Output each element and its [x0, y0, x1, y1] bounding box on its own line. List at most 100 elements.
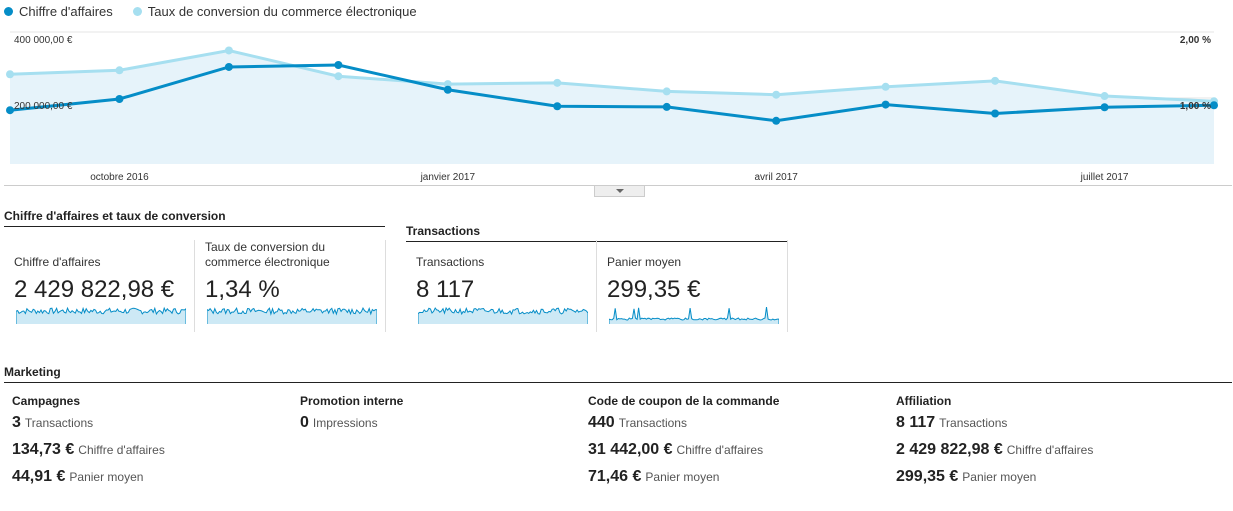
conversion-point-9[interactable]	[991, 76, 1000, 85]
stat-value: 3	[12, 414, 21, 431]
revenue-point-4[interactable]	[443, 85, 452, 94]
stat-value: 31 442,00 €	[588, 441, 673, 458]
stat-value: 71,46 €	[588, 468, 642, 485]
conversion-point-0[interactable]	[6, 70, 14, 79]
conversion-point-3[interactable]	[334, 72, 343, 81]
conversion-point-10[interactable]	[1100, 92, 1109, 101]
marketing-stat-row: 0 Impressions	[300, 414, 570, 432]
marketing-column-coupon-code: Code de coupon de la commande 440 Transac…	[588, 394, 878, 486]
section-title-revenue-conversion: Chiffre d'affaires et taux de conversion	[4, 209, 385, 227]
metric-card-transactions[interactable]: Transactions 8 117	[406, 240, 597, 332]
legend-item-conversion[interactable]: Taux de conversion du commerce électroni…	[132, 4, 417, 19]
metric-label: Taux de conversion du commerce électroni…	[205, 240, 330, 269]
conversion-point-6[interactable]	[662, 87, 671, 96]
metric-label: Chiffre d'affaires	[14, 255, 101, 269]
conversion-line	[9, 48, 1215, 103]
conversion-point-1[interactable]	[115, 66, 124, 75]
metric-label: Transactions	[416, 255, 485, 269]
y-left-tick-middle: 200 000,00 €	[14, 101, 73, 112]
x-tick-label: janvier 2017	[420, 172, 476, 183]
legend-dot-conversion	[132, 7, 142, 16]
revenue-point-3[interactable]	[334, 61, 343, 69]
collapse-chart-button[interactable]	[594, 186, 645, 197]
revenue-point-5[interactable]	[553, 102, 562, 111]
revenue-point-6[interactable]	[662, 102, 671, 111]
marketing-stat-row: 8 117 Transactions	[896, 414, 1226, 432]
stat-value: 440	[588, 414, 615, 431]
metric-card-revenue[interactable]: Chiffre d'affaires 2 429 822,98 €	[4, 240, 195, 332]
y-right-tick-top: 2,00 %	[1180, 35, 1211, 46]
stat-label: Transactions	[618, 416, 687, 430]
conversion-point-4[interactable]	[443, 80, 452, 89]
x-tick-label: juillet 2017	[1080, 172, 1129, 183]
legend-dot-revenue	[4, 7, 13, 16]
revenue-point-10[interactable]	[1100, 103, 1109, 112]
marketing-column-title: Campagnes	[12, 394, 81, 408]
marketing-column-internal-promotion: Promotion interne 0 Impressions	[300, 394, 570, 432]
conversion-point-2[interactable]	[224, 46, 233, 55]
stat-label: Panier moyen	[645, 470, 720, 484]
stat-label: Panier moyen	[962, 470, 1037, 484]
metric-card-conversion[interactable]: Taux de conversion du commerce électroni…	[195, 240, 386, 332]
revenue-point-1[interactable]	[115, 94, 124, 103]
conversion-point-7[interactable]	[772, 90, 781, 99]
marketing-stat-row: 440 Transactions	[588, 414, 878, 432]
line-layer	[6, 46, 1218, 125]
x-tick-label: avril 2017	[755, 172, 799, 183]
stat-label: Transactions	[24, 416, 94, 430]
conversion-point-5[interactable]	[553, 78, 562, 87]
stat-value: 0	[300, 414, 309, 431]
marketing-stat-row: 3 Transactions	[12, 414, 282, 432]
y-right-tick-middle: 1,00 %	[1180, 101, 1211, 112]
marketing-stat-row: 2 429 822,98 € Chiffre d'affaires	[896, 441, 1226, 459]
marketing-stat-row: 44,91 € Panier moyen	[12, 468, 282, 486]
metric-card-average-order[interactable]: Panier moyen 299,35 €	[597, 240, 788, 332]
conversion-point-8[interactable]	[881, 82, 890, 91]
stat-label: Panier moyen	[69, 470, 144, 484]
metric-value: 8 117	[416, 276, 475, 303]
revenue-point-11[interactable]	[1210, 101, 1218, 110]
metric-label: Panier moyen	[607, 255, 682, 269]
stat-label: Chiffre d'affaires	[78, 443, 165, 457]
marketing-stat-row: 31 442,00 € Chiffre d'affaires	[588, 441, 878, 459]
revenue-point-7[interactable]	[772, 116, 781, 125]
stat-label: Chiffre d'affaires	[676, 443, 764, 457]
metric-value: 2 429 822,98 €	[14, 276, 175, 303]
revenue-point-9[interactable]	[991, 109, 1000, 118]
marketing-column-title: Code de coupon de la commande	[588, 394, 780, 408]
metric-value: 299,35 €	[607, 276, 701, 303]
chart-legend: Chiffre d'affaires Taux de conversion du…	[4, 4, 417, 19]
marketing-column-campaigns: Campagnes 3 Transactions 134,73 € Chiffre …	[12, 394, 282, 486]
stat-label: Impressions	[312, 416, 378, 430]
chevron-down-icon	[615, 189, 624, 193]
marketing-stat-row: 299,35 € Panier moyen	[896, 468, 1226, 486]
revenue-point-8[interactable]	[881, 100, 890, 109]
sparkline-conversion	[207, 307, 377, 324]
marketing-column-affiliation: Affiliation 8 117 Transactions 2 429 822,…	[896, 394, 1226, 486]
marketing-stat-row: 71,46 € Panier moyen	[588, 468, 878, 486]
y-left-tick-top: 400 000,00 €	[14, 35, 73, 46]
x-tick-label: octobre 2016	[90, 172, 149, 183]
stat-label: Transactions	[939, 416, 1008, 430]
legend-item-revenue[interactable]: Chiffre d'affaires	[4, 4, 113, 19]
marketing-stat-row: 134,73 € Chiffre d'affaires	[12, 441, 282, 459]
revenue-point-0[interactable]	[6, 106, 14, 115]
marketing-column-title: Promotion interne	[300, 394, 404, 408]
sparkline-average-order	[609, 307, 779, 324]
revenue-line	[9, 63, 1215, 123]
section-title-marketing: Marketing	[4, 365, 1232, 383]
stat-value: 299,35 €	[896, 468, 959, 485]
chart-divider	[4, 185, 1232, 186]
stat-value: 2 429 822,98 €	[896, 441, 1003, 458]
line-chart: 400 000,00 € 200 000,00 € 2,00 % 1,00 % …	[6, 31, 1218, 183]
x-axis-ticks: octobre 2016 janvier 2017 avril 2017 juille…	[90, 172, 1129, 183]
marketing-column-title: Affiliation	[896, 394, 952, 408]
legend-label-conversion: Taux de conversion du commerce électroni…	[147, 4, 417, 19]
revenue-point-2[interactable]	[224, 62, 233, 71]
metric-value: 1,34 %	[205, 276, 280, 303]
stat-label: Chiffre d'affaires	[1006, 443, 1094, 457]
sparkline-transactions	[418, 306, 588, 324]
legend-label-revenue: Chiffre d'affaires	[19, 4, 113, 19]
sparkline-revenue	[16, 306, 186, 324]
stat-value: 134,73 €	[12, 441, 75, 458]
